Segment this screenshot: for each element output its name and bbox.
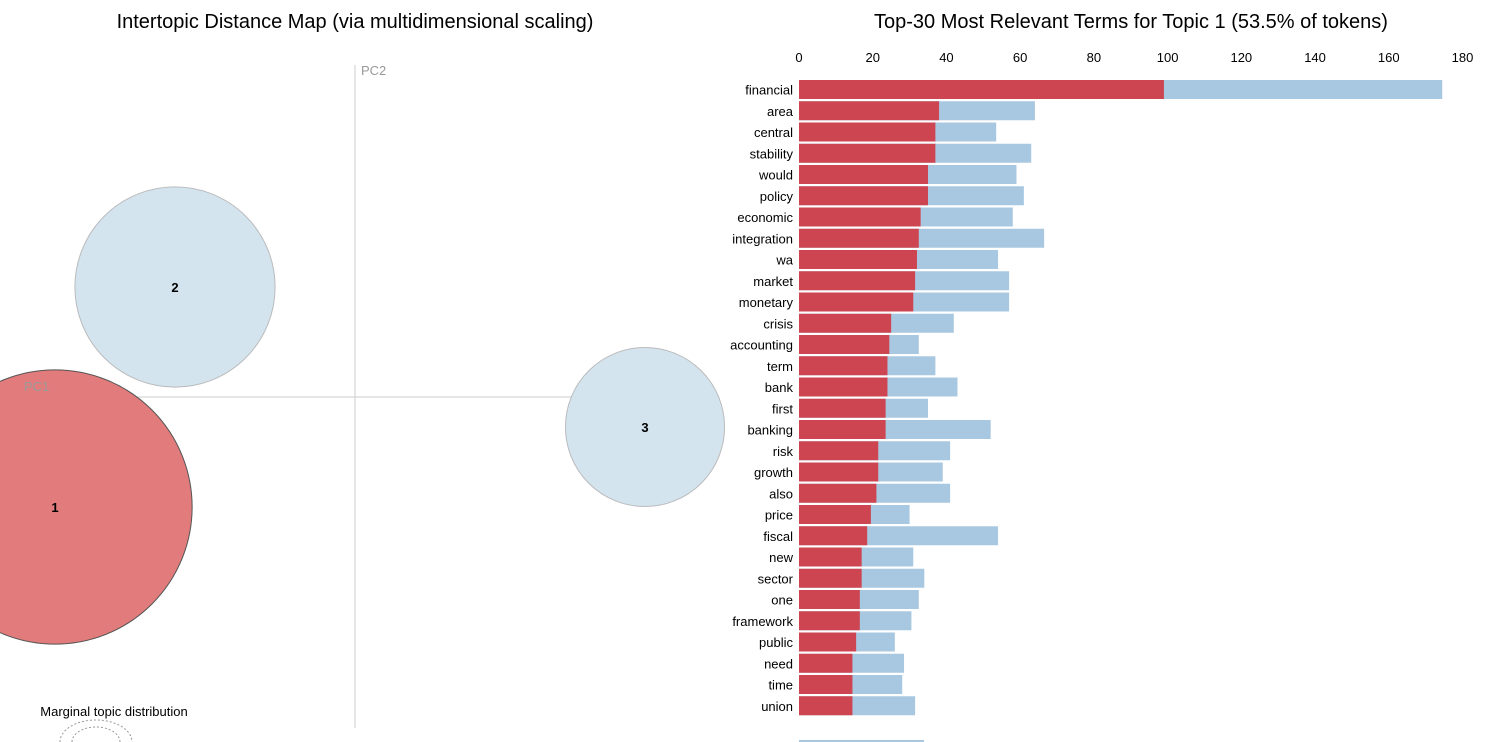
term-label-wa[interactable]: wa [775, 253, 793, 268]
topic-bar-monetary[interactable] [799, 292, 914, 312]
term-label-term[interactable]: term [767, 359, 793, 374]
x-tick-20: 20 [865, 50, 879, 65]
term-label-integration[interactable]: integration [732, 231, 793, 246]
topic-circles: 2 3 1 [0, 186, 726, 645]
x-tick-160: 160 [1378, 50, 1400, 65]
x-tick-40: 40 [939, 50, 953, 65]
topic-bar-stability[interactable] [799, 143, 936, 163]
topic-label-1: 1 [51, 500, 58, 515]
topic-circle-1[interactable] [0, 369, 193, 645]
topic-bar-public[interactable] [799, 632, 857, 652]
topic-bar-fiscal[interactable] [799, 526, 868, 546]
topic-bar-also[interactable] [799, 483, 877, 503]
term-bars: financial area central stability would policy… [730, 80, 1443, 716]
x-tick-100: 100 [1157, 50, 1179, 65]
x-tick-180: 180 [1452, 50, 1474, 65]
term-label-new[interactable]: new [769, 550, 793, 565]
term-label-economic[interactable]: economic [737, 210, 793, 225]
topic-label-3: 3 [641, 420, 648, 435]
term-label-first[interactable]: first [772, 401, 793, 416]
term-label-accounting[interactable]: accounting [730, 338, 793, 353]
x-tick-80: 80 [1087, 50, 1101, 65]
term-label-bank[interactable]: bank [765, 380, 794, 395]
x-axis-ticks: 0 20 40 60 80 100 120 140 160 180 [795, 50, 1473, 65]
term-label-one[interactable]: one [771, 593, 793, 608]
topic-bar-framework[interactable] [799, 611, 860, 631]
term-label-stability[interactable]: stability [750, 146, 794, 161]
term-label-central[interactable]: central [754, 125, 793, 140]
x-tick-60: 60 [1013, 50, 1027, 65]
topic-bar-accounting[interactable] [799, 335, 890, 354]
relevant-terms-panel: Top-30 Most Relevant Terms for Topic 1 (… [730, 11, 1473, 742]
term-label-would[interactable]: would [758, 168, 793, 183]
topic-label-2: 2 [171, 280, 178, 295]
term-label-fiscal[interactable]: fiscal [763, 529, 793, 544]
term-label-price[interactable]: price [765, 508, 793, 523]
topic-bar-risk[interactable] [799, 441, 879, 461]
topic-bar-market[interactable] [799, 271, 916, 291]
term-label-growth[interactable]: growth [754, 465, 793, 480]
topic-bar-need[interactable] [799, 653, 853, 673]
term-label-market[interactable]: market [753, 274, 793, 289]
marginal-distribution-legend [59, 719, 133, 742]
topic-circle-2[interactable] [74, 186, 276, 388]
term-label-also[interactable]: also [769, 486, 793, 501]
topic-bar-would[interactable] [799, 165, 929, 184]
topic-bar-price[interactable] [799, 505, 871, 524]
term-label-crisis[interactable]: crisis [763, 316, 793, 331]
topic-circle-3[interactable] [564, 346, 726, 508]
topic-bar-central[interactable] [799, 122, 936, 142]
topic-bar-term[interactable] [799, 356, 888, 376]
relevant-terms-title: Top-30 Most Relevant Terms for Topic 1 (… [874, 11, 1388, 33]
topic-bar-one[interactable] [799, 590, 860, 609]
term-label-union[interactable]: union [761, 699, 793, 714]
marginal-topic-distribution-label: Marginal topic distribution [40, 704, 187, 719]
term-label-framework[interactable]: framework [732, 614, 793, 629]
topic-bar-economic[interactable] [799, 207, 921, 227]
term-label-need[interactable]: need [764, 656, 793, 671]
topic-bar-union[interactable] [799, 696, 853, 716]
x-tick-0: 0 [795, 50, 802, 65]
term-label-financial[interactable]: financial [745, 83, 793, 98]
term-label-policy[interactable]: policy [760, 189, 794, 204]
topic-bar-time[interactable] [799, 675, 853, 694]
topic-bar-bank[interactable] [799, 377, 888, 397]
topic-bar-crisis[interactable] [799, 313, 892, 333]
topic-bar-sector[interactable] [799, 568, 862, 588]
topic-bar-area[interactable] [799, 101, 940, 121]
term-label-time[interactable]: time [768, 678, 793, 693]
pc1-label: PC1 [24, 379, 49, 394]
topic-bar-policy[interactable] [799, 186, 929, 206]
term-label-monetary[interactable]: monetary [739, 295, 794, 310]
topic-bar-new[interactable] [799, 547, 862, 567]
topic-bar-banking[interactable] [799, 420, 886, 439]
x-tick-140: 140 [1304, 50, 1326, 65]
pc2-label: PC2 [361, 63, 386, 78]
topic-bar-integration[interactable] [799, 228, 919, 248]
legend-bar-partial [799, 740, 924, 742]
intertopic-map-panel: Intertopic Distance Map (via multidimens… [0, 11, 726, 742]
term-label-banking[interactable]: banking [747, 423, 793, 438]
topic-bar-growth[interactable] [799, 462, 879, 482]
term-label-public[interactable]: public [759, 635, 793, 650]
topic-bar-wa[interactable] [799, 250, 917, 269]
term-label-area[interactable]: area [767, 104, 794, 119]
x-tick-120: 120 [1230, 50, 1252, 65]
term-label-sector[interactable]: sector [758, 571, 794, 586]
topic-bar-financial[interactable] [799, 80, 1164, 99]
topic-bar-first[interactable] [799, 398, 886, 418]
intertopic-map-title: Intertopic Distance Map (via multidimens… [117, 11, 594, 33]
term-label-risk[interactable]: risk [773, 444, 794, 459]
